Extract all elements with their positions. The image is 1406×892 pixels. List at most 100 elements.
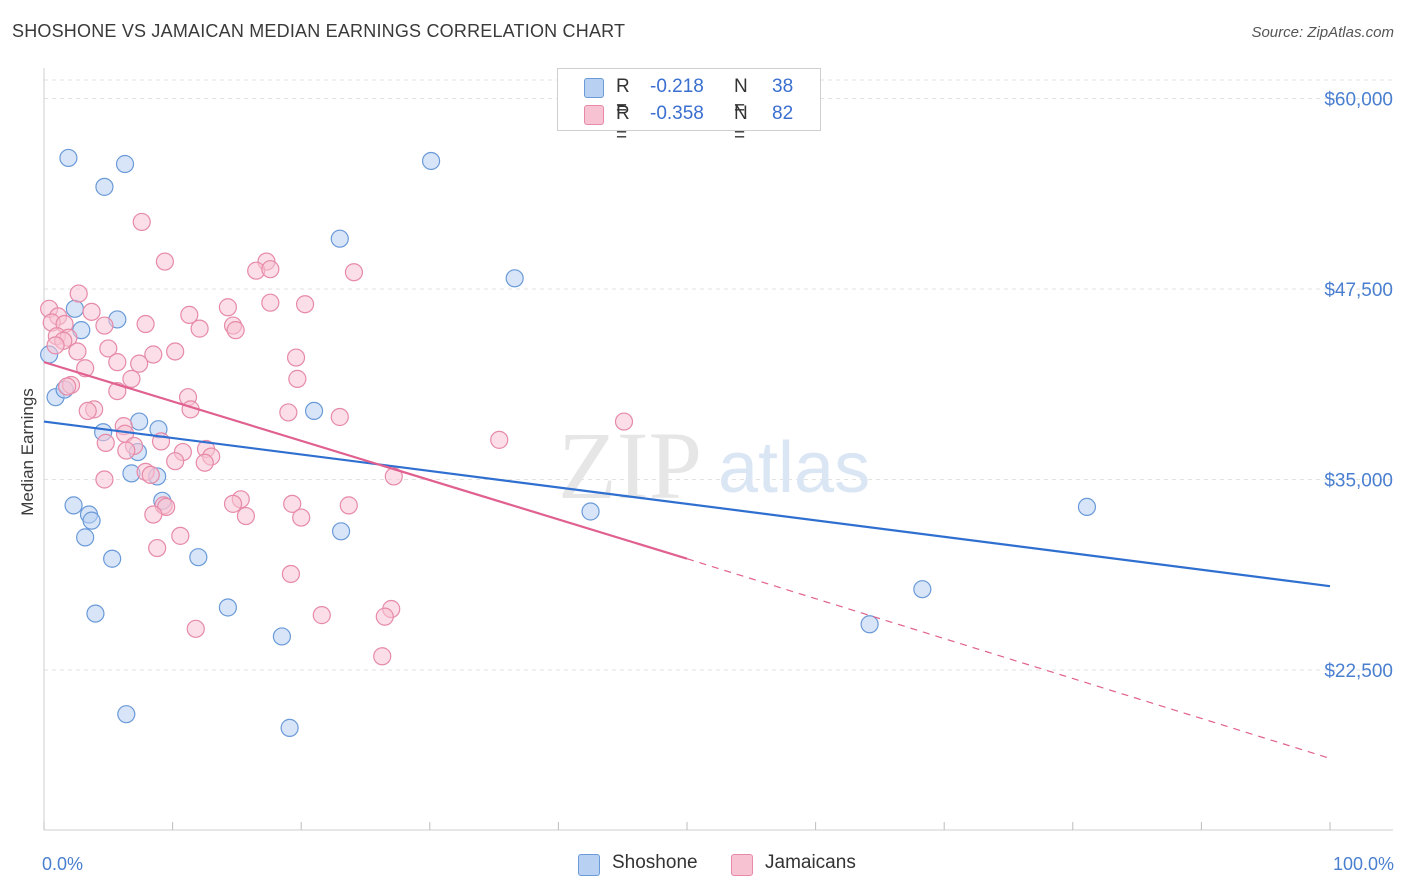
- jamaican-point: [295, 295, 315, 314]
- trend-lines: [43, 361, 1331, 759]
- jamaican-point: [190, 319, 209, 338]
- bottom-legend-swatch-jamaicans: [731, 854, 753, 876]
- jamaican-point: [78, 401, 97, 420]
- jamaican-point: [186, 619, 205, 638]
- chart-source: Source: ZipAtlas.com: [1251, 24, 1394, 41]
- jamaican-point: [614, 412, 634, 431]
- jamaican-point: [288, 369, 307, 388]
- jamaican-point: [95, 470, 114, 489]
- jamaican-point: [261, 293, 280, 312]
- shoshone-point: [505, 269, 524, 288]
- legend-r-label: R =: [616, 103, 630, 146]
- shoshone-point: [331, 522, 351, 541]
- shoshone-point: [860, 615, 879, 634]
- grid-lines: [44, 79, 1393, 671]
- jamaican-trend-line-extension: [686, 558, 1331, 759]
- jamaican-point: [236, 506, 256, 526]
- legend-n-label: N =: [734, 103, 748, 146]
- jamaican-point: [166, 452, 185, 471]
- shoshone-point: [130, 412, 149, 431]
- jamaican-point: [99, 339, 118, 358]
- jamaican-point: [108, 353, 127, 372]
- jamaican-point: [490, 430, 509, 449]
- shoshone-point: [272, 627, 292, 646]
- shoshone-point: [76, 528, 95, 547]
- jamaican-point: [330, 407, 349, 427]
- jamaican-point: [223, 494, 243, 513]
- legend-n-label: N =: [734, 76, 748, 119]
- shoshone-point: [86, 604, 105, 623]
- watermark-atlas: atlas: [718, 428, 870, 508]
- legend-swatch-jamaicans: [584, 105, 604, 125]
- legend-r-value: -0.358: [650, 103, 704, 124]
- jamaican-point: [226, 321, 245, 340]
- jamaican-point: [375, 607, 394, 626]
- jamaican-point: [144, 505, 163, 524]
- jamaican-point: [122, 369, 141, 388]
- x-tick-label: 100.0%: [1333, 854, 1394, 874]
- jamaican-point: [132, 212, 151, 232]
- shoshone-point: [65, 299, 84, 318]
- jamaican-point: [218, 298, 237, 317]
- jamaican-point: [46, 336, 65, 355]
- jamaican-point: [155, 252, 174, 271]
- legend-r-value: -0.218: [650, 76, 704, 97]
- jamaican-point: [166, 342, 185, 361]
- jamaican-point: [344, 263, 364, 282]
- jamaican-point: [96, 433, 115, 453]
- jamaican-point: [69, 284, 88, 303]
- shoshone-trend-line: [43, 420, 1331, 588]
- jamaican-point: [144, 345, 163, 364]
- jamaican-point: [180, 305, 199, 324]
- legend-n-value: 38: [772, 76, 794, 97]
- y-axis-label: Median Earnings: [18, 388, 37, 516]
- data-points: [40, 148, 1097, 737]
- shoshone-point: [95, 177, 114, 196]
- x-tick-label: 0.0%: [42, 854, 83, 874]
- jamaican-point: [130, 354, 149, 373]
- jamaican-point: [148, 538, 167, 558]
- shoshone-point: [59, 148, 78, 168]
- shoshone-point: [103, 549, 122, 568]
- jamaican-point: [281, 564, 301, 584]
- shoshone-point: [82, 511, 101, 530]
- jamaican-point: [95, 316, 114, 335]
- jamaican-point: [82, 302, 101, 321]
- jamaican-point: [195, 453, 214, 472]
- chart-title: SHOSHONE VS JAMAICAN MEDIAN EARNINGS COR…: [12, 21, 626, 41]
- stats-legend: R = -0.218 N = 38 R = -0.358 N = 82: [557, 68, 821, 146]
- legend-swatch-shoshone: [584, 78, 604, 98]
- jamaican-point: [117, 441, 136, 460]
- y-tick-label: $22,500: [1324, 661, 1393, 682]
- jamaican-point: [279, 403, 298, 422]
- watermark-zip: ZIP: [558, 412, 702, 519]
- jamaican-trend-line: [43, 361, 688, 560]
- jamaican-point: [68, 342, 87, 361]
- bottom-legend-label-jamaicans: Jamaicans: [765, 852, 856, 873]
- legend-r-label: R =: [616, 76, 630, 119]
- shoshone-point: [304, 401, 324, 420]
- bottom-legend-swatch-shoshone: [578, 854, 600, 876]
- jamaican-point: [58, 377, 77, 396]
- jamaican-point: [339, 496, 358, 515]
- shoshone-point: [1077, 497, 1097, 517]
- jamaican-point: [141, 465, 160, 485]
- shoshone-point: [421, 151, 441, 171]
- y-tick-label: $35,000: [1324, 470, 1393, 491]
- jamaican-point: [283, 494, 302, 513]
- axes: $22,500 $35,000 $47,500 $60,000 0.0% 100.0%: [42, 68, 1394, 874]
- shoshone-point: [117, 705, 136, 724]
- shoshone-point: [64, 496, 83, 515]
- shoshone-point: [330, 229, 349, 248]
- jamaican-point: [286, 348, 306, 367]
- jamaican-point: [261, 260, 280, 279]
- jamaican-point: [312, 606, 331, 625]
- bottom-legend-label-shoshone: Shoshone: [612, 852, 698, 873]
- jamaican-point: [136, 314, 155, 334]
- shoshone-point: [581, 502, 600, 521]
- shoshone-point: [189, 548, 208, 567]
- shoshone-point: [280, 718, 299, 737]
- jamaican-point: [171, 526, 190, 545]
- shoshone-point: [218, 598, 237, 617]
